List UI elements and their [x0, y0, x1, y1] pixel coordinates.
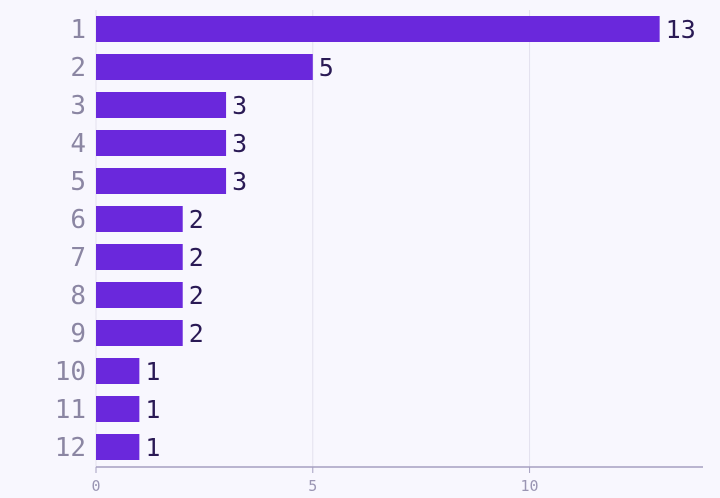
- category-label-10: 10: [55, 357, 86, 387]
- category-label-3: 3: [70, 91, 86, 121]
- x-tick-label-0: 0: [91, 477, 100, 495]
- value-label-5: 3: [232, 167, 247, 196]
- bar-7: [96, 244, 183, 270]
- x-axis: 0 5 10: [91, 466, 703, 495]
- category-label-8: 8: [70, 281, 86, 311]
- bar-11: [96, 396, 140, 422]
- bar-6: [96, 206, 183, 232]
- category-label-7: 7: [70, 243, 86, 273]
- value-label-3: 3: [232, 91, 247, 120]
- category-label-11: 11: [55, 395, 86, 425]
- value-label-8: 2: [189, 281, 204, 310]
- bar-8: [96, 282, 183, 308]
- bar-5: [96, 168, 227, 194]
- value-label-2: 5: [319, 53, 334, 82]
- category-label-2: 2: [70, 53, 86, 83]
- grid-lines: [95, 10, 531, 467]
- bar-10: [96, 358, 140, 384]
- value-label-10: 1: [145, 357, 160, 386]
- value-label-6: 2: [189, 205, 204, 234]
- value-label-1: 13: [666, 15, 696, 44]
- category-label-12: 12: [55, 433, 86, 463]
- value-label-11: 1: [145, 395, 160, 424]
- x-tick-label-5: 5: [308, 477, 317, 495]
- value-label-7: 2: [189, 243, 204, 272]
- bar-3: [96, 92, 227, 118]
- bar-12: [96, 434, 140, 460]
- value-label-12: 1: [145, 433, 160, 462]
- value-label-4: 3: [232, 129, 247, 158]
- category-label-4: 4: [70, 129, 86, 159]
- category-label-6: 6: [70, 205, 86, 235]
- bar-1: [96, 16, 660, 42]
- bar-9: [96, 320, 183, 346]
- category-label-5: 5: [70, 167, 86, 197]
- bar-4: [96, 130, 227, 156]
- x-tick-label-10: 10: [521, 477, 539, 495]
- value-label-9: 2: [189, 319, 204, 348]
- bars: [96, 16, 660, 460]
- category-label-1: 1: [70, 15, 86, 45]
- category-label-9: 9: [70, 319, 86, 349]
- bar-2: [96, 54, 313, 80]
